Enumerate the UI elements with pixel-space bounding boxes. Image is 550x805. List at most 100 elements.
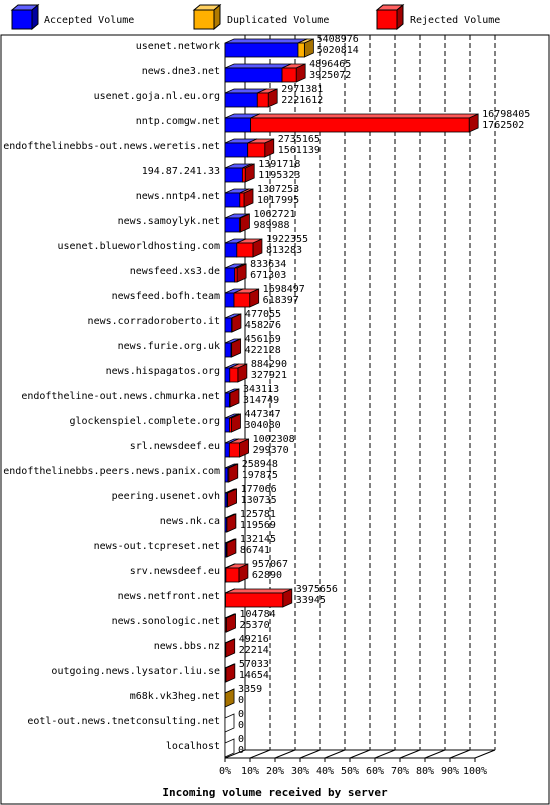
legend-swatch-accepted-front [11, 9, 33, 30]
bar-rejected [225, 542, 228, 558]
accepted-volume-label: 422128 [245, 345, 281, 356]
accepted-volume-label: 130735 [241, 495, 277, 506]
x-tick-labels: 0% 10% 20% 30% 40% 50% 60% 70% 80% 90% 100% [219, 758, 487, 777]
bar-accepted [224, 392, 230, 408]
floor-line-50 [349, 749, 371, 759]
accepted-volume-label: 0 [238, 720, 244, 731]
category-label: news.netfront.net [118, 591, 220, 602]
bar-duplicated-side [224, 688, 235, 708]
category-label: news.samoylyk.net [118, 216, 220, 227]
legend-label-rejected: Rejected Volume [410, 15, 500, 26]
total-volume-label: 957067 [252, 559, 288, 570]
floor-line-10 [249, 749, 271, 759]
total-volume-label: 1062721 [253, 209, 295, 220]
category-label: news.nntp4.net [136, 191, 220, 202]
total-volume-label: 49216 [239, 634, 269, 645]
accepted-volume-label: 304080 [245, 420, 281, 431]
category-label: usenet.network [136, 41, 220, 52]
bar-rejected [233, 292, 251, 308]
accepted-volume-label: 671303 [250, 270, 286, 281]
x-tick-label: 10% [241, 766, 259, 777]
total-volume-label: 1922355 [266, 234, 308, 245]
category-label: m68k.vk3heg.net [130, 691, 220, 702]
legend-label-accepted: Accepted Volume [44, 15, 134, 26]
floor-line-80 [424, 749, 446, 759]
total-volume-label: 456169 [245, 334, 281, 345]
x-tick-label: 40% [316, 766, 334, 777]
bar-duplicated [297, 42, 305, 58]
bar-rejected [225, 592, 284, 608]
bar-accepted [224, 217, 240, 233]
accepted-volume-label: 1017995 [257, 195, 299, 206]
total-volume-label: 1002308 [253, 434, 295, 445]
accepted-volume-label: 25370 [240, 620, 270, 631]
category-label: newsfeed.xs3.de [130, 266, 220, 277]
accepted-volume-label: 1762502 [482, 120, 524, 131]
category-label: eotl-out.news.tnetconsulting.net [27, 716, 220, 727]
floor-line-90 [449, 749, 471, 759]
total-volume-label: 343113 [243, 384, 279, 395]
bar-accepted [224, 292, 235, 308]
category-label: news.nk.ca [160, 516, 220, 527]
accepted-volume-label: 1195323 [258, 170, 300, 181]
x-tick-label: 0% [219, 766, 231, 777]
total-volume-label: 1391718 [258, 159, 300, 170]
legend-item-accepted: Accepted Volume [10, 3, 134, 31]
bar-accepted [224, 167, 243, 183]
category-label: news.sonologic.net [112, 616, 220, 627]
legend-swatch-duplicated-side [213, 3, 221, 31]
category-label: endoftheline-out.news.chmurka.net [21, 391, 220, 402]
bar-accepted [224, 242, 238, 258]
total-volume-label: 0 [238, 709, 244, 720]
accepted-volume-label: 197875 [242, 470, 278, 481]
total-volume-label: 57033 [239, 659, 269, 670]
category-label: srl.newsdeef.eu [130, 441, 220, 452]
accepted-volume-label: 618397 [263, 295, 299, 306]
bar-rejected [225, 567, 240, 583]
accepted-volume-label: 3925072 [309, 70, 351, 81]
floor-line-30 [299, 749, 321, 759]
bar-rejected [281, 67, 297, 83]
total-volume-label: 0 [238, 734, 244, 745]
category-labels: usenet.network news.dne3.net usenet.goja.n… [3, 41, 220, 752]
bar-accepted [224, 417, 230, 433]
accepted-volume-label: 22214 [239, 645, 269, 656]
floor-line-20 [274, 749, 296, 759]
category-label: glockenspiel.complete.org [69, 416, 220, 427]
floor-line-100 [474, 749, 496, 759]
category-label: news.corradoroberto.it [88, 316, 220, 327]
bar-rejected [236, 242, 254, 258]
bar-rejected [224, 617, 227, 633]
category-label: newsfeed.bofh.team [112, 291, 220, 302]
x-tick-label: 90% [441, 766, 459, 777]
bar-accepted [224, 317, 233, 333]
total-volume-label: 447347 [245, 409, 281, 420]
floor-line-70 [399, 749, 421, 759]
total-volume-label: 477055 [245, 309, 281, 320]
category-label: usenet.goja.nl.eu.org [94, 91, 220, 102]
accepted-volume-label: 0 [238, 695, 244, 706]
accepted-volume-label: 86741 [240, 545, 270, 556]
total-volume-label: 2735165 [278, 134, 320, 145]
bar-accepted-top [224, 38, 308, 44]
category-label: endofthelinebbs-out.news.weretis.net [3, 141, 220, 152]
total-volume-label: 1698497 [263, 284, 305, 295]
total-volume-label: 177066 [241, 484, 277, 495]
accepted-volume-label: 5020814 [317, 45, 359, 56]
accepted-volume-label: 327921 [251, 370, 287, 381]
legend-swatch-duplicated-front [193, 9, 215, 30]
x-axis-label: Incoming volume received by server [162, 786, 388, 799]
category-label: peering.usenet.ovh [112, 491, 220, 502]
accepted-volume-label: 119569 [240, 520, 276, 531]
bar-accepted-top [224, 63, 292, 69]
bar-accepted [224, 367, 231, 383]
legend-item-duplicated: Duplicated Volume [192, 3, 329, 31]
bar-accepted [224, 92, 258, 108]
accepted-volume-label: 0 [238, 745, 244, 756]
total-volume-label: 884290 [251, 359, 287, 370]
accepted-volume-label: 1561139 [278, 145, 320, 156]
bar-accepted [224, 117, 252, 133]
category-label: nntp.comgw.net [136, 116, 220, 127]
x-tick-label: 30% [291, 766, 309, 777]
